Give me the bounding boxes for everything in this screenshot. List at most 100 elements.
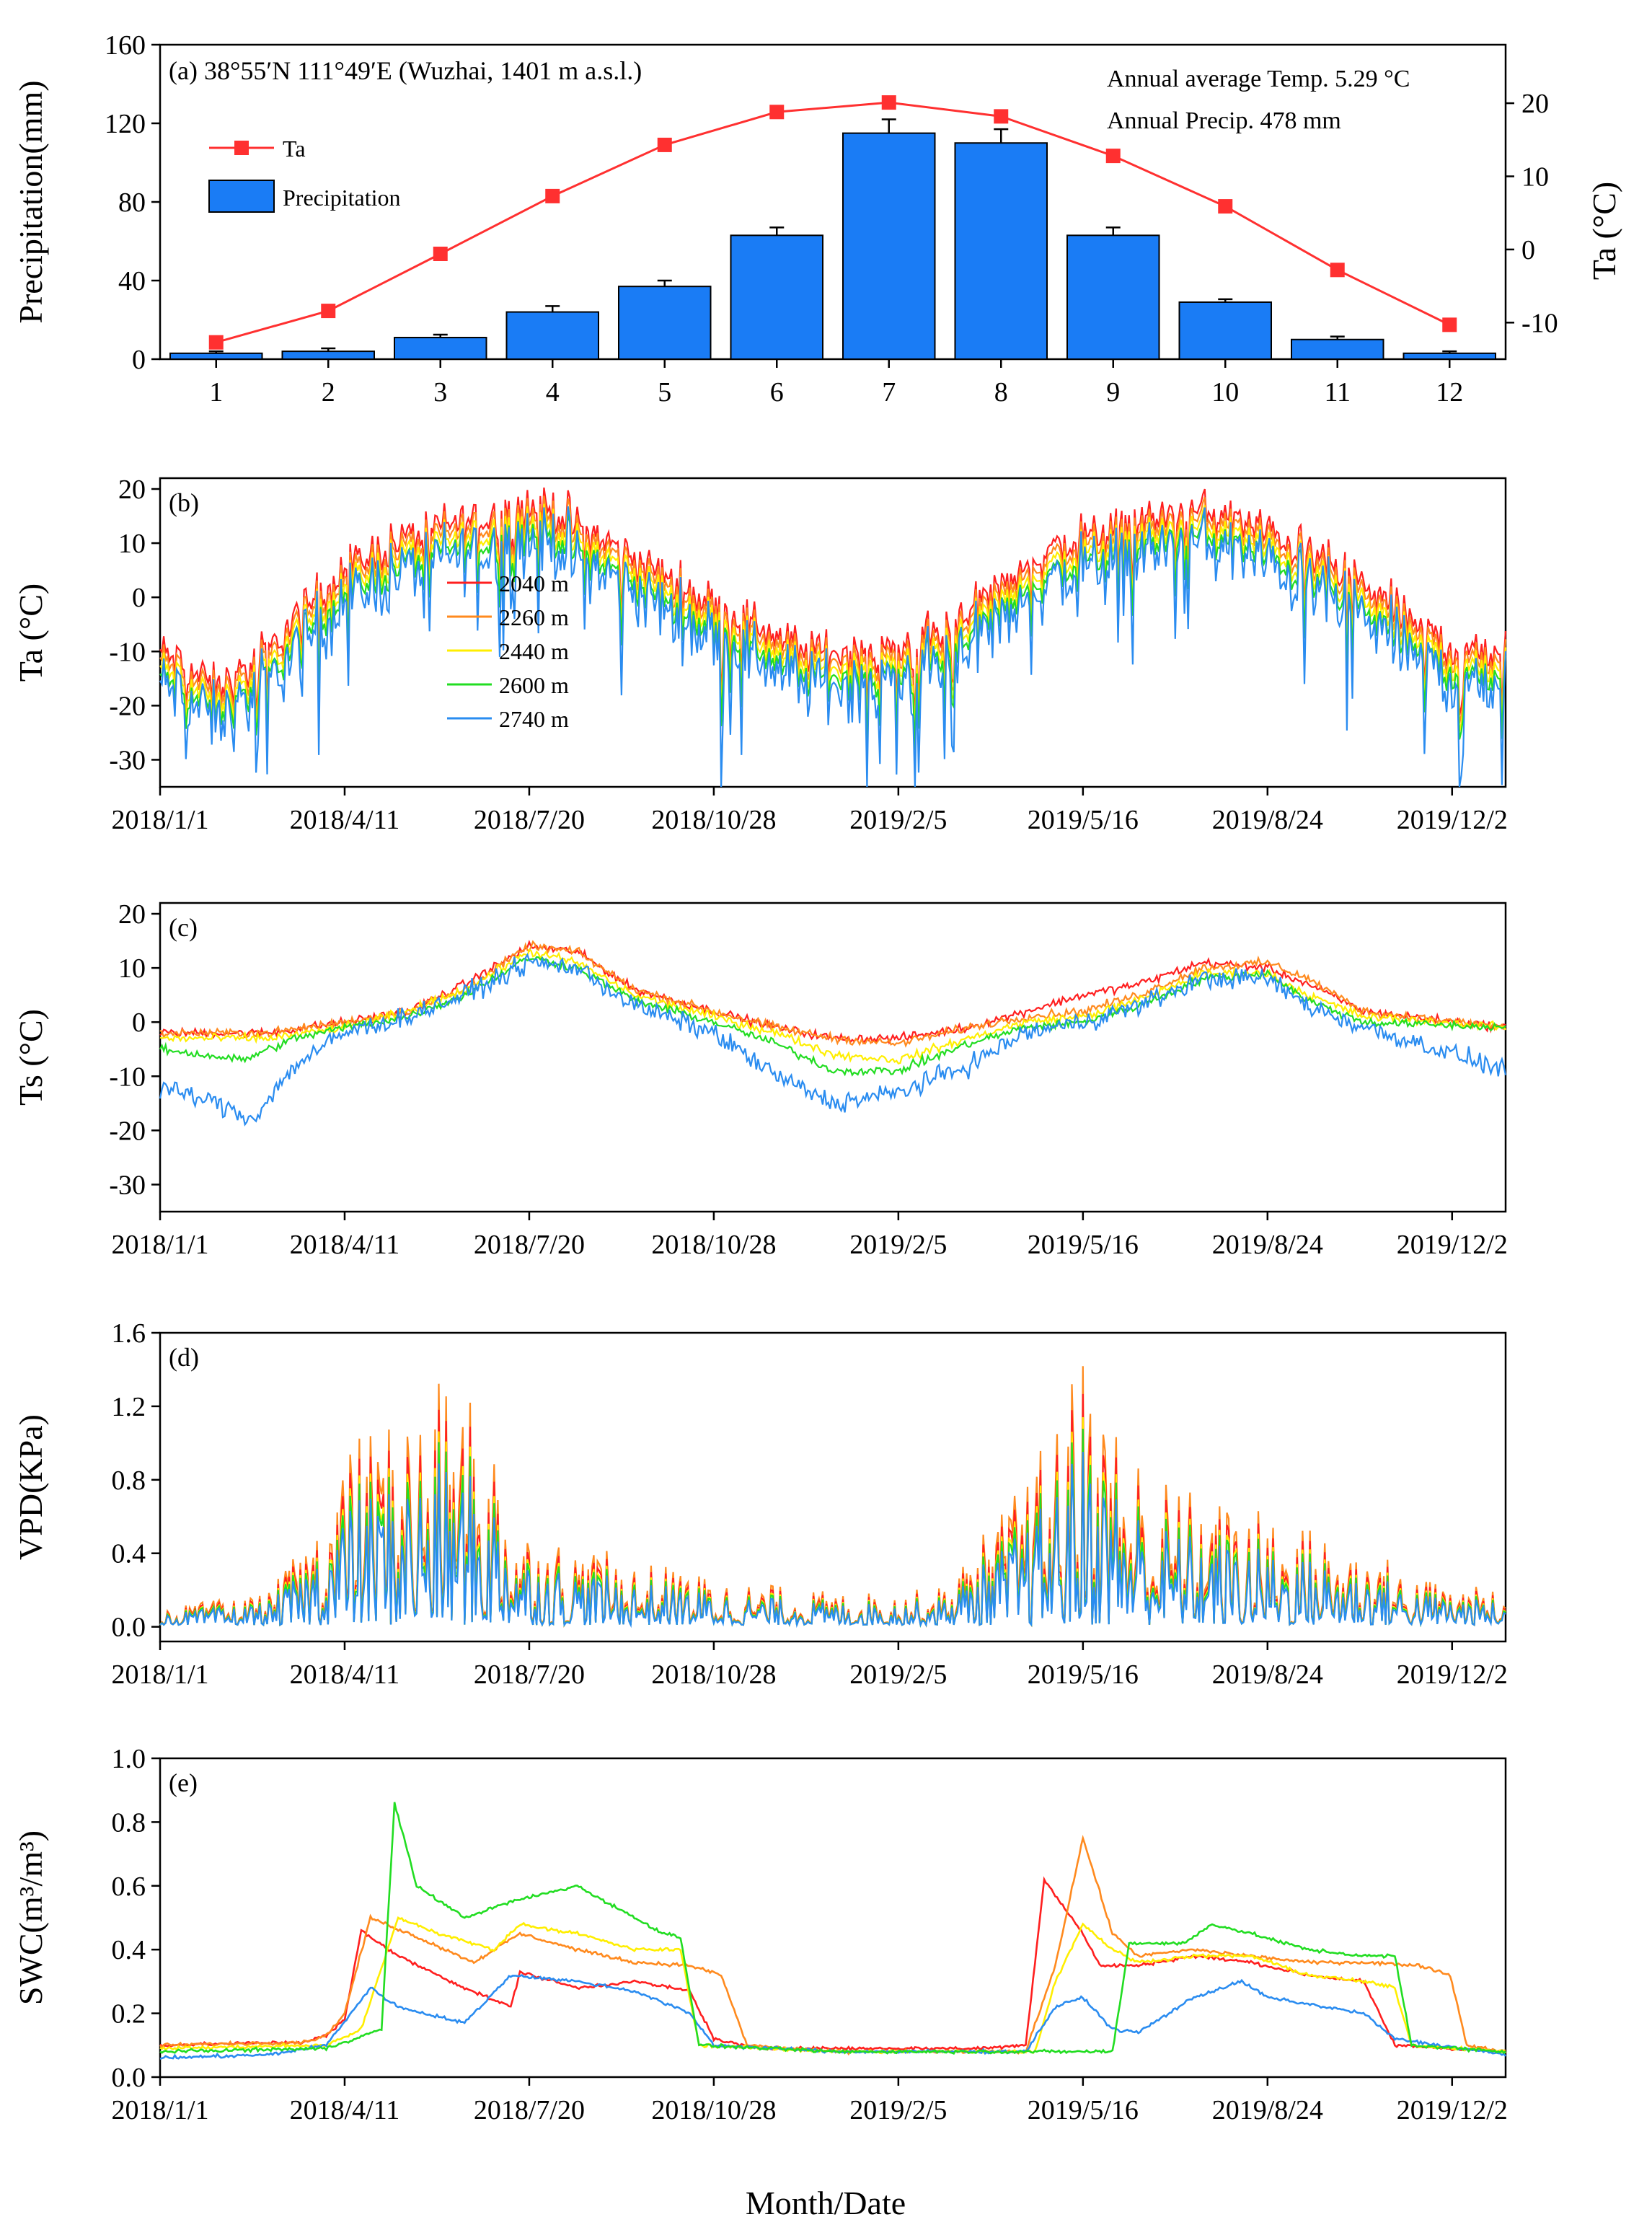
ta-point-7 <box>881 95 896 110</box>
panel-e-label: (e) <box>169 1768 198 1797</box>
panel-e-y-axis-label: SWC(m³/m³) <box>12 1830 49 2005</box>
panel-d-x-tick-label: 2019/12/2 <box>1397 1660 1508 1690</box>
panel-c-x-tick-label: 2019/2/5 <box>849 1230 947 1260</box>
panel-a-x-tick-label: 10 <box>1211 377 1239 407</box>
panel-a-x-tick-label: 6 <box>770 377 784 407</box>
panel-e-x-tick-label: 2019/8/24 <box>1212 2095 1323 2125</box>
panel-a-x-tick-label: 2 <box>322 377 335 407</box>
legend-label-2260m: 2260 m <box>499 604 569 630</box>
panel-a-label: (a) 38°55′N 111°49′E (Wuzhai, 1401 m a.s… <box>169 56 642 85</box>
ta-series-2600m <box>159 511 1507 751</box>
ts-series-2740m <box>159 953 1507 1127</box>
panel-e-x-tick-label: 2019/5/16 <box>1028 2095 1139 2125</box>
panel-a-y-tick-label: 80 <box>118 188 146 218</box>
ts-series-2260m <box>159 940 1506 1048</box>
ta-point-1 <box>208 335 224 350</box>
panel-e-y-tick-label: 0.4 <box>112 1935 146 1965</box>
precip-bar-2 <box>281 351 376 361</box>
panel-e-y-tick-label: 0.2 <box>112 1999 146 2030</box>
legend-ta-label: Ta <box>283 136 306 162</box>
panel-c-y-tick-label: 0 <box>132 1008 146 1038</box>
legend-label-2740m: 2740 m <box>499 706 569 732</box>
panel-b-x-tick-label: 2019/5/16 <box>1028 805 1139 835</box>
panel-d-x-tick-label: 2018/4/11 <box>290 1660 400 1690</box>
panel-b-x-tick-label: 2018/7/20 <box>474 805 585 835</box>
panel-c-soil-temperature: -30 -20 -10 0 10 20 Ts (°C) 2018/1/1 2018/4/11 20… <box>12 899 1508 1260</box>
panel-b-x-tick-label: 2018/10/28 <box>651 805 776 835</box>
panel-e-x-tick-label: 2019/12/2 <box>1397 2095 1508 2125</box>
x-axis-label: Month/Date <box>746 2185 906 2221</box>
panel-e-y-tick-label: 0.0 <box>112 2063 146 2093</box>
ta-point-10 <box>1218 199 1233 214</box>
precip-bar-5 <box>617 286 712 360</box>
panel-c-plot-frame <box>159 902 1507 1213</box>
panel-c-label: (c) <box>169 913 198 942</box>
precip-bar-1 <box>169 352 263 361</box>
ta-point-3 <box>433 246 448 261</box>
panel-c-x-tick-label: 2019/5/16 <box>1028 1230 1139 1260</box>
legend-label-2440m: 2440 m <box>499 638 569 664</box>
panel-a-y2-tick-label: 20 <box>1521 89 1549 119</box>
panel-e-y-tick-label: 0.6 <box>112 1872 146 1902</box>
panel-b-y-tick-label: -30 <box>109 745 146 775</box>
panel-a-y2-tick-label: 10 <box>1521 162 1549 193</box>
panel-a-y-tick-label: 160 <box>105 30 146 61</box>
panel-a-x-tick-label: 3 <box>433 377 447 407</box>
ta-series-2740m <box>159 506 1507 788</box>
ta-series-2260m <box>159 495 1507 734</box>
panel-d-y-tick-label: 0.0 <box>112 1613 146 1643</box>
ta-point-11 <box>1330 263 1345 278</box>
panel-a-y2-tick-label: -10 <box>1521 308 1558 338</box>
precip-bar-11 <box>1290 338 1384 360</box>
legend-precip-label: Precipitation <box>283 185 401 211</box>
panel-c-y-tick-label: -30 <box>109 1170 146 1200</box>
panel-a-x-tick-label: 1 <box>209 377 223 407</box>
panel-a-y-tick-label: 120 <box>105 109 146 139</box>
panel-d-y-axis-label: VPD(KPa) <box>12 1414 49 1560</box>
panel-c-x-tick-label: 2018/10/28 <box>651 1230 776 1260</box>
panel-e-x-tick-label: 2019/2/5 <box>849 2095 947 2125</box>
legend-label-2600m: 2600 m <box>499 672 569 698</box>
precip-bar-6 <box>730 234 824 361</box>
panel-c-y-tick-label: -20 <box>109 1116 146 1146</box>
panel-b-x-tick-label: 2019/8/24 <box>1212 805 1323 835</box>
annotation-annual-precip: Annual Precip. 478 mm <box>1107 107 1341 134</box>
panel-b-y-tick-label: -10 <box>109 637 146 667</box>
panel-c-x-tick-label: 2019/12/2 <box>1397 1230 1508 1260</box>
precip-bar-9 <box>1066 234 1160 361</box>
panel-c-y-axis-label: Ts (°C) <box>12 1009 49 1106</box>
panel-a-y-axis-label: Precipitation(mm) <box>12 80 49 323</box>
precip-bar-7 <box>842 132 936 360</box>
panel-a-y-tick-label: 0 <box>132 345 146 375</box>
ta-point-9 <box>1105 149 1121 164</box>
panel-b-x-tick-label: 2019/2/5 <box>849 805 947 835</box>
ta-point-5 <box>657 137 672 152</box>
panel-d-x-tick-label: 2019/8/24 <box>1212 1660 1323 1690</box>
legend-ta-marker <box>234 141 249 155</box>
swc-series-2600m <box>159 1802 1506 2055</box>
panel-d-vpd: 0.0 0.4 0.8 1.2 1.6 VPD(KPa) 2018/1/1 2018/4/11… <box>12 1318 1508 1690</box>
panel-a-y2-tick-label: 0 <box>1521 235 1535 265</box>
panel-a-x-tick-label: 9 <box>1106 377 1120 407</box>
panel-d-y-tick-label: 1.6 <box>112 1318 146 1349</box>
panel-d-x-tick-label: 2018/10/28 <box>651 1660 776 1690</box>
panel-a-x-tick-label: 12 <box>1436 377 1463 407</box>
panel-d-label: (d) <box>169 1343 199 1372</box>
panel-b-label: (b) <box>169 488 199 517</box>
panel-a-y-tick-label: 40 <box>118 266 146 296</box>
panel-b-y-tick-label: -20 <box>109 691 146 721</box>
panel-b-y-tick-label: 10 <box>118 529 146 559</box>
panel-e-x-tick-label: 2018/4/11 <box>290 2095 400 2125</box>
panel-c-x-tick-label: 2018/4/11 <box>290 1230 400 1260</box>
panel-a-x-tick-label: 5 <box>658 377 671 407</box>
panel-d-y-tick-label: 1.2 <box>112 1392 146 1422</box>
ta-monthly-line <box>216 101 1450 344</box>
precip-bar-4 <box>505 311 600 361</box>
annotation-annual-temp: Annual average Temp. 5.29 °C <box>1107 66 1410 92</box>
panel-e-y-tick-label: 1.0 <box>112 1744 146 1774</box>
panel-c-y-tick-label: 10 <box>118 953 146 984</box>
panel-a-x-tick-label: 8 <box>994 377 1008 407</box>
panel-b-x-tick-label: 2018/1/1 <box>111 805 208 835</box>
panel-d-y-tick-label: 0.8 <box>112 1466 146 1496</box>
